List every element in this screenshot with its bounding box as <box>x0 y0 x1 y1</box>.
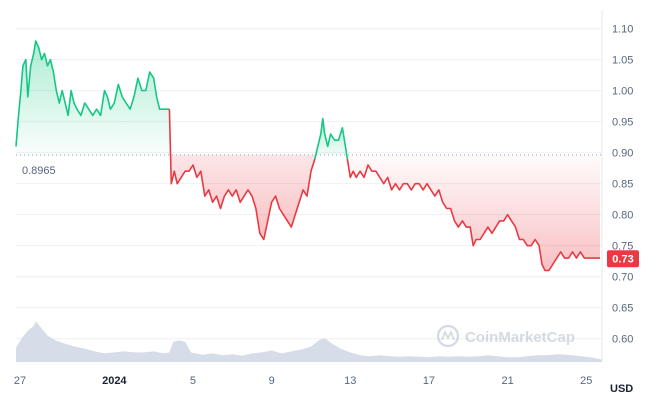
volume-bars <box>16 321 602 362</box>
currency-label: USD <box>610 383 633 395</box>
y-tick-label: 1.00 <box>612 86 633 98</box>
price-line <box>15 40 600 272</box>
price-area-fill <box>16 41 600 271</box>
x-tick-label: 9 <box>269 375 275 387</box>
watermark-text: CoinMarketCap <box>465 329 575 346</box>
y-tick-label: 0.65 <box>612 303 633 315</box>
x-tick-label: 27 <box>14 375 26 387</box>
coinmarketcap-watermark: CoinMarketCap <box>436 324 575 348</box>
x-tick-label: 13 <box>344 375 356 387</box>
x-tick-label: 21 <box>501 375 513 387</box>
y-tick-label: 1.05 <box>612 55 633 67</box>
line-segment-down <box>168 109 316 241</box>
current-price-label: 0.73 <box>612 254 633 266</box>
line-segment-down <box>346 158 600 272</box>
y-tick-label: 0.95 <box>612 117 633 129</box>
x-tick-label: 5 <box>190 375 196 387</box>
y-tick-label: 0.60 <box>612 334 633 346</box>
line-segment-up <box>15 40 170 147</box>
x-axis: 27 2024 5 9 13 17 21 25 <box>14 375 593 387</box>
x-tick-label: 17 <box>423 375 435 387</box>
line-segment-up <box>314 117 349 159</box>
y-tick-label: 1.10 <box>612 24 633 36</box>
coinmarketcap-logo-icon <box>436 324 460 348</box>
y-tick-label: 0.75 <box>612 241 633 253</box>
current-price-badge: 0.73 <box>607 250 639 268</box>
area-below-reference <box>169 109 315 240</box>
y-tick-label: 0.80 <box>612 210 633 222</box>
area-above-reference <box>16 41 170 155</box>
volume-area <box>16 321 602 362</box>
x-tick-label: 25 <box>580 375 592 387</box>
y-axis: 1.10 1.05 1.00 0.95 0.90 0.85 0.80 0.75 0.70 0.65… <box>612 24 633 346</box>
reference-label: 0.8965 <box>22 165 56 177</box>
y-tick-label: 0.85 <box>612 179 633 191</box>
area-above-reference <box>314 118 348 159</box>
x-tick-label: 2024 <box>102 375 127 387</box>
y-tick-label: 0.90 <box>612 148 633 160</box>
y-tick-label: 0.70 <box>612 272 633 284</box>
